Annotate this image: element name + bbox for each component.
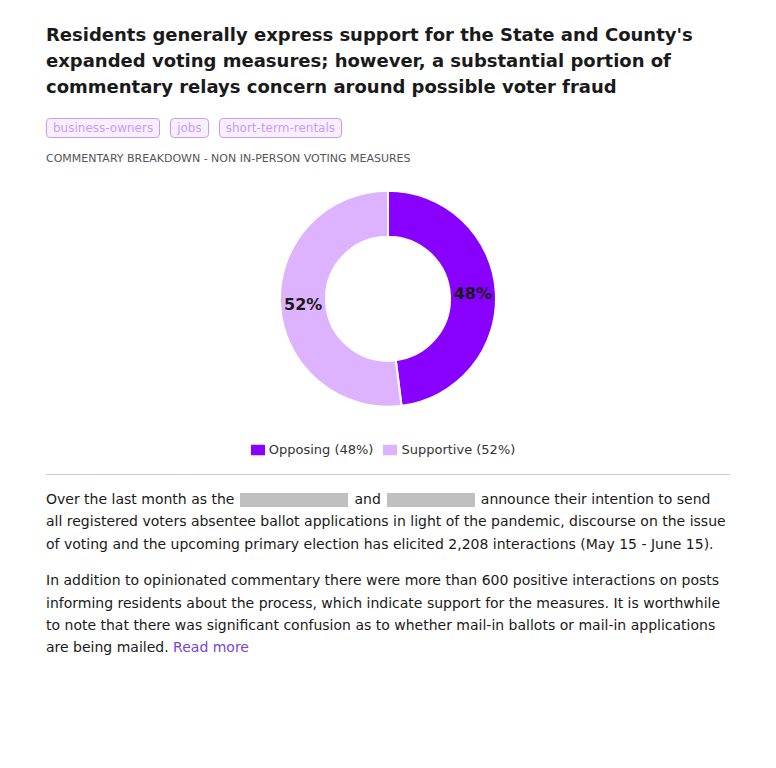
html-text:Opposing (48%): Opposing (48%) [268, 441, 374, 457]
html-text:Over the last month as the: Over the last month as the [46, 491, 235, 507]
html-text:Residents generally express su: Residents generally express support for … [46, 24, 693, 98]
html-text:jobs: jobs [177, 121, 202, 135]
svg-text:52%: 52% [284, 295, 322, 314]
html-text:business-owners: business-owners [53, 121, 154, 135]
svg-text:48%: 48% [454, 284, 492, 303]
html-text:In addition to opinionated com: In addition to opinionated commentary th… [46, 572, 721, 656]
html-text:COMMENTARY BREAKDOWN - NON IN-: COMMENTARY BREAKDOWN - NON IN-PERSON VOT… [46, 152, 411, 165]
html-text:and: and [354, 491, 381, 507]
html-text:short-term-rentals: short-term-rentals [225, 121, 335, 135]
html-text:announce their intention to se: announce their intention to send all reg… [46, 491, 726, 552]
html-text:Supportive (52%): Supportive (52%) [401, 441, 516, 457]
